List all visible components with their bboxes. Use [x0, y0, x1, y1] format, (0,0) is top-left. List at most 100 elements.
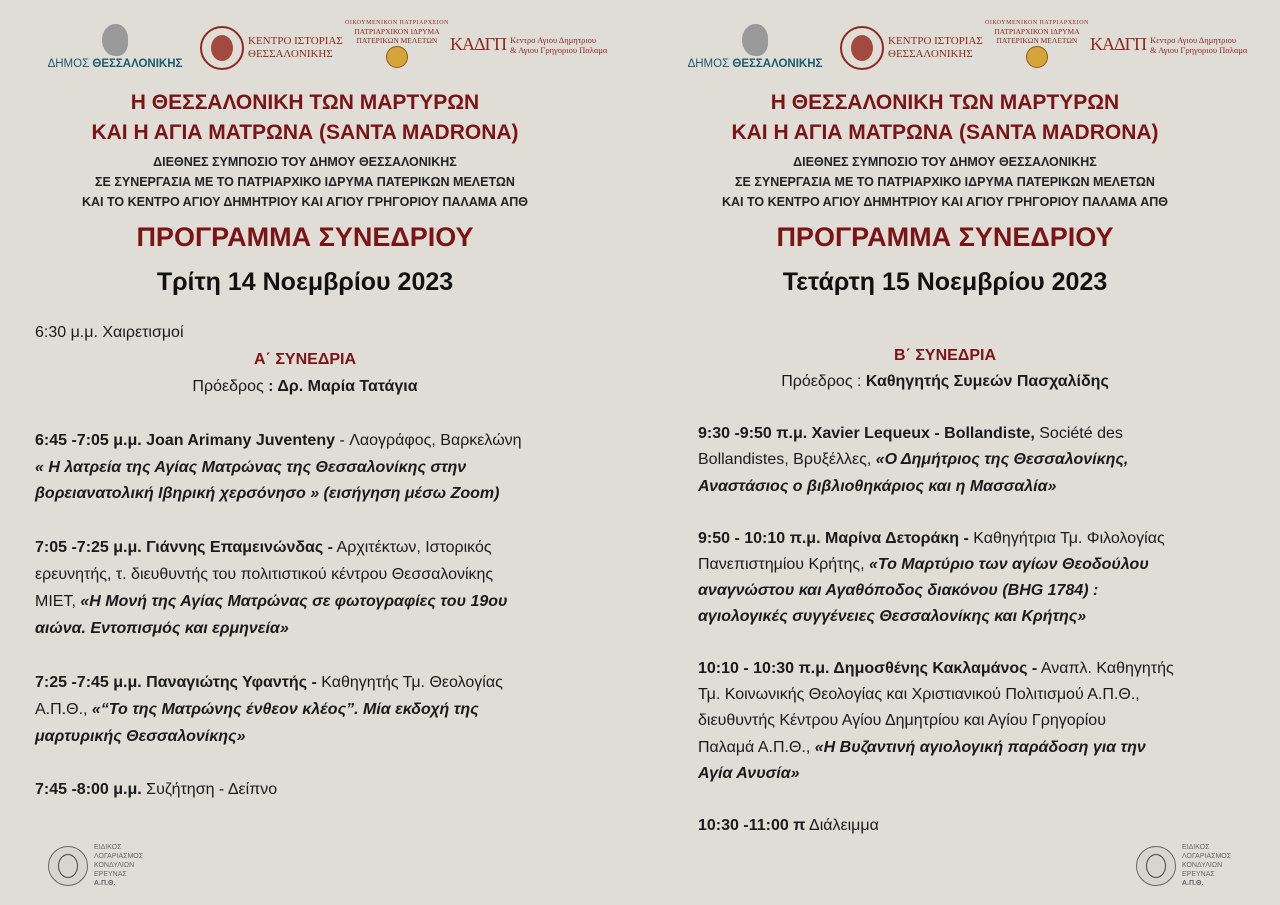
time-speaker: 7:45 -8:00 μ.μ. — [35, 781, 142, 799]
time-speaker: 10:10 - 10:30 π.μ. Δημοσθένης Κακλαμάνος… — [698, 660, 1038, 678]
research-committee-logo: ΕΙΔΙΚΟΣ ΛΟΓΑΡΙΑΣΜΟΣ ΚΟΝΔΥΛΙΩΝ ΕΡΕΥΝΑΣ Α.… — [48, 843, 143, 888]
program-day-1: ΔΗΜΟΣ ΘΕΣΣΑΛΟΝΙΚΗΣ ΚΕΝΤΡΟ ΙΣΤΟΡΙΑΣ ΘΕΣΣΑΛ… — [0, 20, 615, 888]
subtitle-line: ΔΙΕΘΝΕΣ ΣΥΜΠΟΣΙΟ ΤΟΥ ΔΗΜΟΥ ΘΕΣΣΑΛΟΝΙΚΗΣ — [153, 155, 457, 169]
talk-title: μαρτυρικής Θεσσαλονίκης» — [35, 727, 246, 745]
text: 6:30 μ.μ. Χαιρετισμοί — [35, 324, 184, 341]
program-line: 7:45 -8:00 μ.μ. Συζήτηση - Δείπνο — [35, 781, 277, 799]
text: ερευνητής, τ. διευθυντής του πολιτιστικο… — [35, 566, 494, 584]
text: Καθηγήτρια Τμ. Φιλολογίας — [968, 529, 1165, 547]
text: Α.Π.Θ., — [35, 700, 92, 718]
text: Πρόεδρος — [192, 377, 269, 395]
kentro-istorias-logo: ΚΕΝΤΡΟ ΙΣΤΟΡΙΑΣ ΘΕΣΣΑΛΟΝΙΚΗΣ — [200, 26, 343, 70]
title-line: Η ΘΕΣΣΑΛΟΝΙΚΗ ΤΩΝ ΜΑΡΤΥΡΩΝ — [130, 91, 480, 114]
logo-text: ΘΕΣΣΑΛΟΝΙΚΗΣ — [248, 48, 333, 60]
program-line: μαρτυρικής Θεσσαλονίκης» — [35, 728, 245, 746]
talk-title: «“Το της Ματρώνης ένθεον κλέος”. Μία εκδ… — [91, 700, 479, 718]
patriarchal-institute-logo: ΟΙΚΟΥΜΕΝΙΚΟΝ ΠΑΤΡΙΑΡΧΕΙΟΝ ΠΑΤΡΙΑΡΧΙΚΟΝ Ι… — [345, 20, 449, 68]
symposium-subtitle: ΔΙΕΘΝΕΣ ΣΥΜΠΟΣΙΟ ΤΟΥ ΔΗΜΟΥ ΘΕΣΣΑΛΟΝΙΚΗΣ … — [0, 152, 610, 212]
logo-text: ΟΙΚΟΥΜΕΝΙΚΟΝ ΠΑΤΡΙΑΡΧΕΙΟΝ — [985, 20, 1089, 26]
program-line: Παλαμά Α.Π.Θ., «Η Βυζαντινή αγιολογική π… — [698, 739, 1146, 757]
program-line: « Η λατρεία της Αγίας Ματρώνας της Θεσσα… — [35, 459, 466, 477]
text: - Λαογράφος, Βαρκελώνη — [339, 431, 522, 449]
logo-text: ΘΕΣΣΑΛΟΝΙΚΗΣ — [92, 58, 183, 70]
text: Société des — [1034, 425, 1123, 443]
dimos-thessalonikis-logo: ΔΗΜΟΣ ΘΕΣΣΑΛΟΝΙΚΗΣ — [48, 24, 182, 70]
alexander-head-icon — [742, 24, 768, 56]
logos-row: ΔΗΜΟΣ ΘΕΣΣΑΛΟΝΙΚΗΣ ΚΕΝΤΡΟ ΙΣΤΟΡΙΑΣ ΘΕΣΣΑΛ… — [48, 20, 615, 84]
logo-text: ΠΑΤΡΙΑΡΧΙΚΟΝ ΙΔΡΥΜΑ — [354, 27, 440, 36]
program-line: Πανεπιστημίου Κρήτης, «Το Μαρτύριο των α… — [698, 556, 1149, 574]
kentro-agiou-dimitriou-logo: ΚΑΔΓΠ Κεντρο Αγιου Δημητριου & Αγιου Γρηγ… — [1090, 34, 1247, 55]
subtitle-line: ΚΑΙ ΤΟ ΚΕΝΤΡΟ ΑΓΙΟΥ ΔΗΜΗΤΡΙΟΥ ΚΑΙ ΑΓΙΟΥ … — [721, 195, 1168, 209]
logo-text: ΛΟΓΑΡΙΑΣΜΟΣ — [94, 853, 144, 860]
kentro-agiou-dimitriou-logo: ΚΑΔΓΠ Κεντρο Αγιου Δημητριου & Αγιου Γρηγ… — [450, 34, 607, 55]
program-line: Πρόεδρος : Καθηγητής Συμεών Πασχαλίδης — [640, 373, 1250, 391]
program-line: αναγνώστου και Αγαθόποδος διακόνου (BHG … — [698, 582, 1098, 600]
time-speaker: 9:30 -9:50 π.μ. Xavier Lequeux - Bolland… — [698, 425, 1035, 443]
program-line: 10:30 -11:00 π Διάλειμμα — [698, 817, 879, 835]
program-line: 6:30 μ.μ. Χαιρετισμοί — [35, 324, 184, 342]
program-line: διευθυντής Κέντρου Αγίου Δημητρίου και Α… — [698, 712, 1106, 730]
logo-text: ΔΗΜΟΣ — [47, 58, 93, 70]
logo-text: ΠΑΤΡΙΑΡΧΙΚΟΝ ΙΔΡΥΜΑ — [994, 27, 1080, 36]
logo-text: Α.Π.Θ. — [1182, 880, 1204, 887]
talk-title: «Ο Δημήτριος της Θεσσαλονίκης, — [875, 451, 1129, 469]
alexander-head-icon — [102, 24, 128, 56]
time-speaker: : Δρ. Μαρία Τατάγια — [268, 377, 418, 395]
time-speaker: Καθηγητής Συμεών Πασχαλίδης — [865, 373, 1109, 391]
text: Αρχιτέκτων, Ιστορικός — [332, 539, 492, 557]
time-speaker: 6:45 -7:05 μ.μ. Joan Arimany Juventeny — [35, 431, 340, 449]
program-line: Β΄ ΣΥΝΕΔΡΙΑ — [640, 347, 1250, 365]
talk-title: αιώνα. Εντοπισμός και ερμηνεία» — [35, 619, 289, 637]
text: Διάλειμμα — [805, 816, 879, 834]
logo-text: ΚΟΝΔΥΛΙΩΝ — [94, 862, 135, 869]
program-line: Α΄ ΣΥΝΕΔΡΙΑ — [0, 351, 610, 369]
text: Πανεπιστημίου Κρήτης, — [698, 555, 869, 573]
logo-mark: ΚΑΔΓΠ — [450, 34, 507, 54]
research-committee-logo: ΕΙΔΙΚΟΣ ΛΟΓΑΡΙΑΣΜΟΣ ΚΟΝΔΥΛΙΩΝ ΕΡΕΥΝΑΣ Α.… — [1136, 843, 1231, 888]
program-line: 10:10 - 10:30 π.μ. Δημοσθένης Κακλαμάνος… — [698, 660, 1174, 678]
program-line: 9:50 - 10:10 π.μ. Μαρίνα Δετοράκη - Καθη… — [698, 530, 1165, 548]
talk-title: Αναστάσιος ο βιβλιοθηκάριος και η Μασσαλ… — [698, 477, 1057, 495]
logo-text: Α.Π.Θ. — [94, 880, 116, 887]
logo-text: ΘΕΣΣΑΛΟΝΙΚΗΣ — [888, 48, 973, 60]
talk-title: βορειανατολική Ιβηρική χερσόνησο » (εισή… — [35, 485, 500, 503]
logo-text: & Αγιου Γρηγοριου Παλαμα — [1149, 44, 1248, 55]
logo-text: & Αγιου Γρηγοριου Παλαμα — [509, 44, 608, 55]
program-line: Αναστάσιος ο βιβλιοθηκάριος και η Μασσαλ… — [698, 478, 1056, 496]
portrait-seal-icon — [840, 26, 884, 70]
saint-seal-icon — [1136, 845, 1176, 886]
program-heading: ΠΡΟΓΡΑΜΜΑ ΣΥΝΕΔΡΙΟΥ — [136, 222, 474, 252]
portrait-seal-icon — [200, 26, 244, 70]
dimos-thessalonikis-logo: ΔΗΜΟΣ ΘΕΣΣΑΛΟΝΙΚΗΣ — [688, 24, 822, 70]
talk-title: « Η λατρεία της Αγίας Ματρώνας της Θεσσα… — [35, 458, 467, 476]
title-line: ΚΑΙ Η ΑΓΙΑ ΜΑΤΡΩΝΑ (SANTA MADRONA) — [731, 121, 1159, 144]
symposium-title: Η ΘΕΣΣΑΛΟΝΙΚΗ ΤΩΝ ΜΑΡΤΥΡΩΝ ΚΑΙ Η ΑΓΙΑ ΜΑ… — [640, 88, 1250, 148]
text: Τμ. Κοινωνικής Θεολογίας και Χριστιανικο… — [698, 686, 1140, 704]
symposium-subtitle: ΔΙΕΘΝΕΣ ΣΥΜΠΟΣΙΟ ΤΟΥ ΔΗΜΟΥ ΘΕΣΣΑΛΟΝΙΚΗΣ … — [640, 152, 1250, 212]
text: Πρόεδρος : — [781, 373, 866, 391]
logo-text: ΟΙΚΟΥΜΕΝΙΚΟΝ ΠΑΤΡΙΑΡΧΕΙΟΝ — [345, 20, 449, 26]
subtitle-line: ΣΕ ΣΥΝΕΡΓΑΣΙΑ ΜΕ ΤΟ ΠΑΤΡΙΑΡΧΙΚΟ ΙΔΡΥΜΑ Π… — [95, 175, 515, 189]
logo-text: ΘΕΣΣΑΛΟΝΙΚΗΣ — [732, 58, 823, 70]
logo-text: ΚΕΝΤΡΟ ΙΣΤΟΡΙΑΣ — [888, 35, 983, 47]
program-line: ερευνητής, τ. διευθυντής του πολιτιστικο… — [35, 566, 493, 584]
program-line: Bollandistes, Βρυξέλλες, «Ο Δημήτριος τη… — [698, 451, 1128, 469]
program-line: βορειανατολική Ιβηρική χερσόνησο » (εισή… — [35, 485, 499, 503]
text: Αναπλ. Καθηγητής — [1037, 660, 1174, 678]
session-heading: Β΄ ΣΥΝΕΔΡΙΑ — [894, 347, 996, 364]
program-heading: ΠΡΟΓΡΑΜΜΑ ΣΥΝΕΔΡΙΟΥ — [776, 222, 1114, 252]
program-line: 7:25 -7:45 μ.μ. Παναγιώτης Υφαντής - Καθ… — [35, 674, 503, 692]
program-line: 6:45 -7:05 μ.μ. Joan Arimany Juventeny -… — [35, 432, 522, 450]
text: Καθηγητής Τμ. Θεολογίας — [316, 673, 503, 691]
subtitle-line: ΔΙΕΘΝΕΣ ΣΥΜΠΟΣΙΟ ΤΟΥ ΔΗΜΟΥ ΘΕΣΣΑΛΟΝΙΚΗΣ — [793, 155, 1097, 169]
talk-title: «Η Βυζαντινή αγιολογική παράδοση για την — [814, 738, 1146, 756]
saint-seal-icon — [48, 845, 88, 886]
program-line: αγιολογικές συγγένειες Θεσσαλονίκης και … — [698, 608, 1086, 626]
logo-text: ΠΑΤΕΡΙΚΩΝ ΜΕΛΕΤΩΝ — [356, 36, 438, 45]
talk-title: «Η Μονή της Αγίας Ματρώνας σε φωτογραφίε… — [80, 593, 508, 610]
text: ΜΙΕΤ, — [35, 593, 81, 610]
logo-text: ΚΕΝΤΡΟ ΙΣΤΟΡΙΑΣ — [248, 35, 343, 47]
patriarchal-institute-logo: ΟΙΚΟΥΜΕΝΙΚΟΝ ΠΑΤΡΙΑΡΧΕΙΟΝ ΠΑΤΡΙΑΡΧΙΚΟΝ Ι… — [985, 20, 1089, 68]
program-line: Α.Π.Θ., «“Το της Ματρώνης ένθεον κλέος”.… — [35, 701, 479, 719]
